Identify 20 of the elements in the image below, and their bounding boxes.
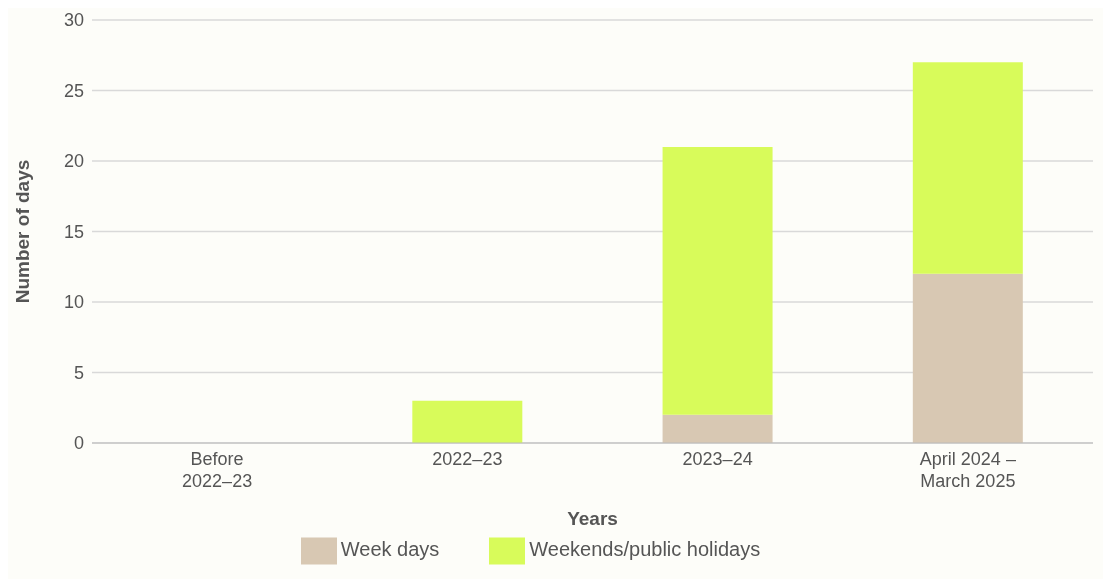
bar: [662, 146, 773, 415]
legend-label: Week days: [340, 538, 440, 561]
legend-label: Weekends/public holidays: [529, 538, 761, 561]
x-tick-label: Before 2022–23: [182, 449, 253, 491]
bar: [912, 273, 1023, 443]
y-tick-label: 10: [63, 292, 84, 313]
y-tick-label: 25: [63, 80, 84, 101]
bar: [912, 62, 1023, 274]
x-tick-label: 2023–24: [682, 449, 753, 469]
y-tick-label: 30: [63, 10, 84, 31]
x-axis-title: Years: [567, 508, 618, 529]
y-axis-title: Number of days: [11, 159, 33, 304]
y-tick-label: 20: [63, 151, 84, 172]
bar: [412, 400, 523, 443]
y-tick-label: 0: [73, 433, 84, 454]
bar: [662, 414, 773, 443]
x-tick-label: 2022–23: [432, 449, 503, 469]
y-tick-label: 5: [73, 362, 84, 383]
x-tick-label: April 2024 – March 2025: [919, 449, 1016, 491]
y-tick-label: 15: [63, 221, 84, 242]
